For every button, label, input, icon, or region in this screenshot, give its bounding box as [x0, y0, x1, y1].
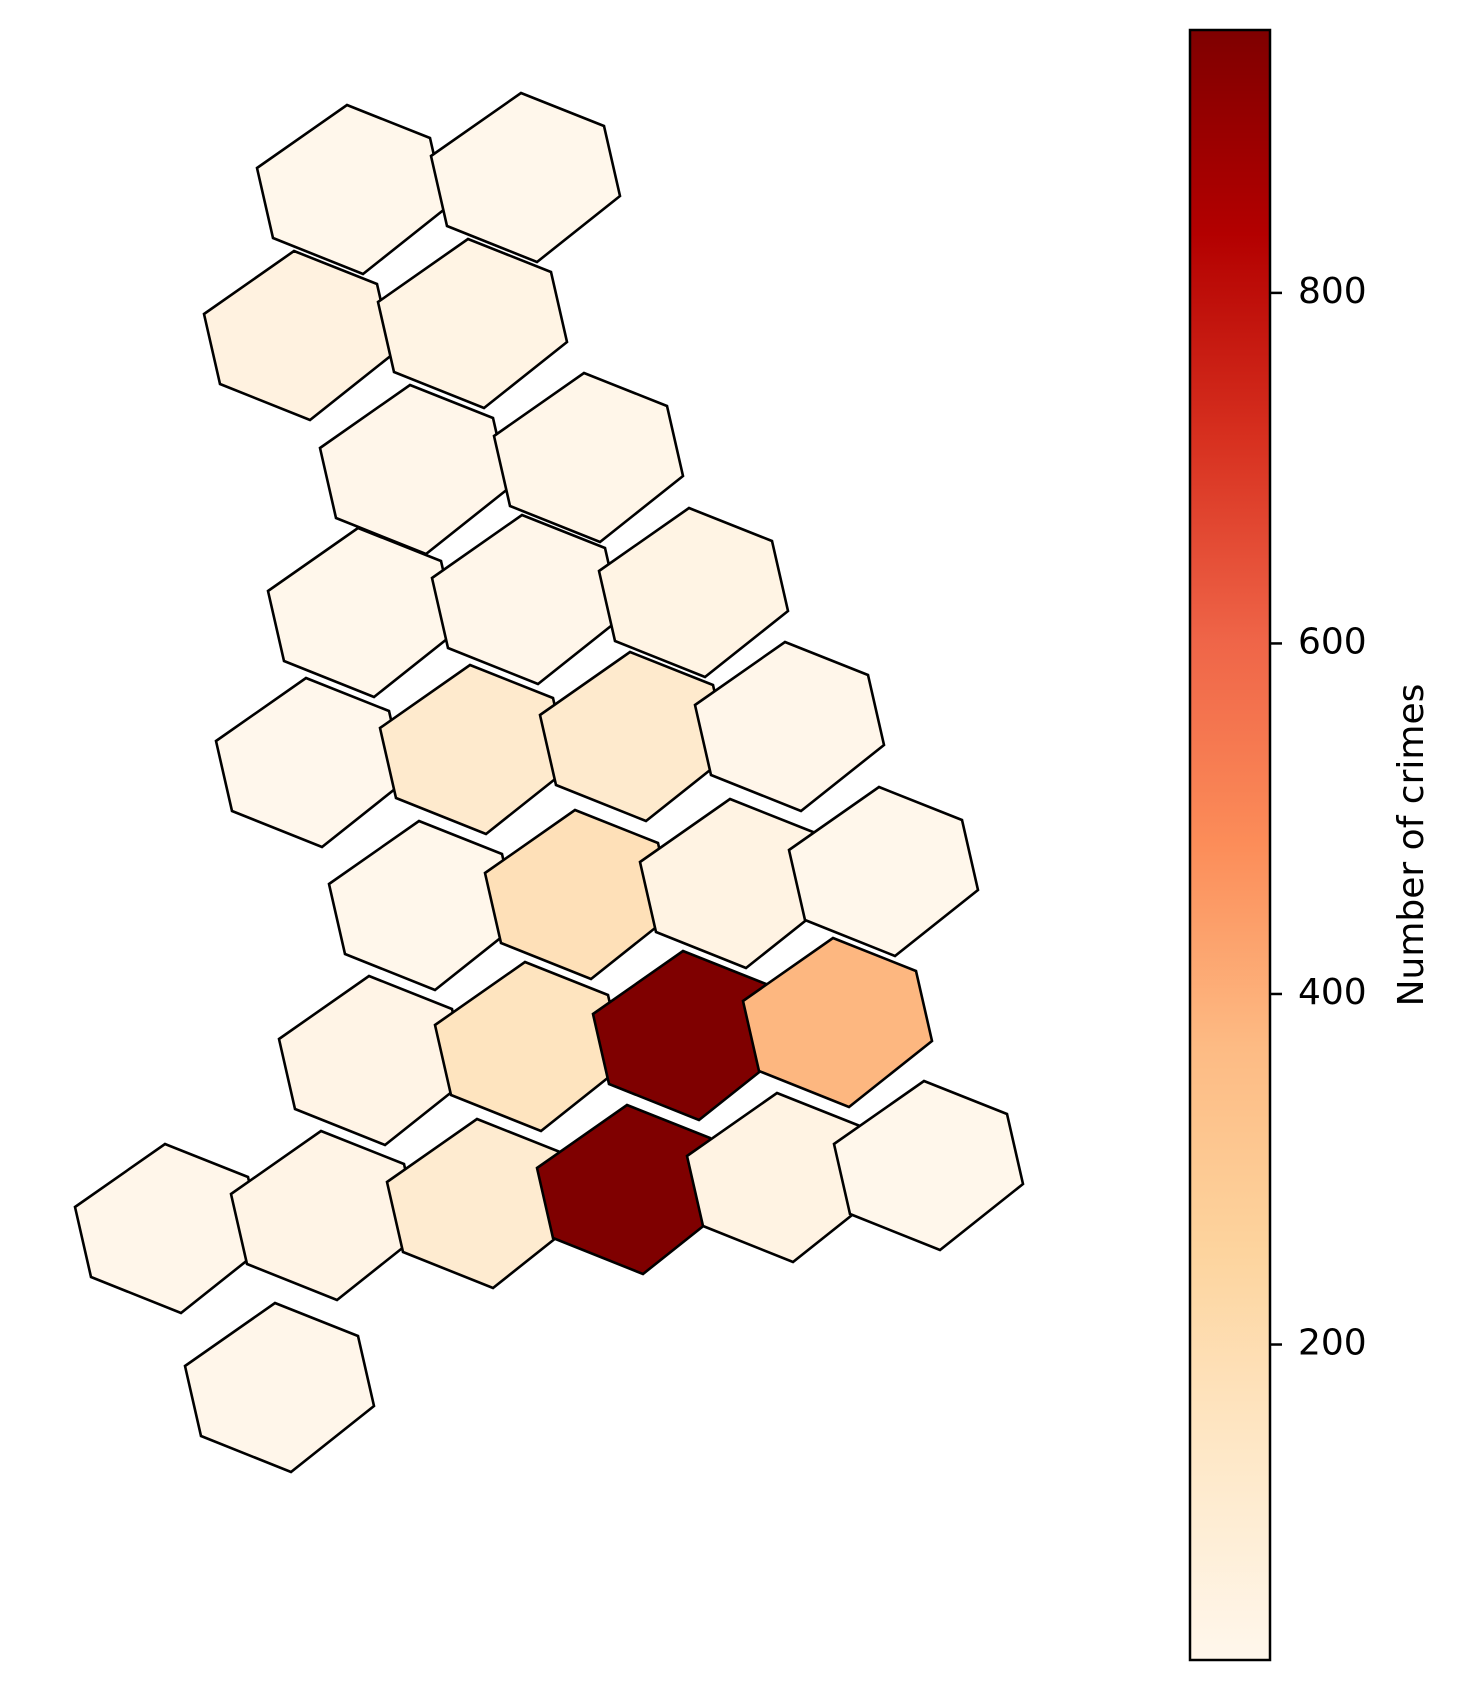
- hex-cell-r5-c3: [787, 785, 980, 958]
- hex-cell-r6-c3: [741, 936, 934, 1109]
- colorbar-tick-label: 400: [1298, 972, 1367, 1013]
- colorbar: 200 400 600 800 Number of crimes: [1188, 28, 1432, 1662]
- hex-cell-r1-c0: [202, 249, 395, 422]
- hex-cell-r7-c0: [73, 1142, 266, 1315]
- hex-cell-r2-c1: [492, 371, 685, 544]
- hex-cell-r4-c2: [538, 650, 731, 823]
- hex-cell-r4-c0: [214, 676, 407, 849]
- colorbar-tick-label: 600: [1298, 621, 1367, 662]
- hexbin-cells: [73, 91, 1025, 1474]
- hex-cell-r2-c0: [318, 383, 511, 556]
- hex-cell-r3-c1: [430, 513, 623, 686]
- hex-cell-r6-c0: [277, 974, 470, 1147]
- hex-cell-r3-c0: [266, 526, 459, 699]
- hex-cell-r1-c1: [376, 237, 569, 410]
- colorbar-label: Number of crimes: [1391, 684, 1432, 1007]
- hex-cell-r6-c1: [433, 960, 626, 1133]
- hex-cell-r7-c5: [832, 1079, 1025, 1252]
- hex-cell-r7-c1: [229, 1129, 422, 1302]
- colorbar-tick-label: 200: [1298, 1323, 1367, 1364]
- colorbar-tick-label: 800: [1298, 271, 1367, 312]
- hex-cell-r4-c3: [693, 640, 886, 813]
- colorbar-gradient: [1188, 28, 1272, 1662]
- hex-cell-r0-c1: [429, 91, 622, 264]
- hex-cell-r7-c3: [535, 1103, 728, 1276]
- hex-cell-r8-c0: [183, 1301, 376, 1474]
- hex-cell-r3-c2: [597, 506, 790, 679]
- hex-cell-r0-c0: [255, 103, 448, 276]
- hex-cell-r5-c1: [483, 808, 676, 981]
- hex-cell-r4-c1: [378, 663, 571, 836]
- colorbar-ticks: 200 400 600 800: [1270, 271, 1367, 1364]
- hex-cell-r5-c0: [327, 819, 520, 992]
